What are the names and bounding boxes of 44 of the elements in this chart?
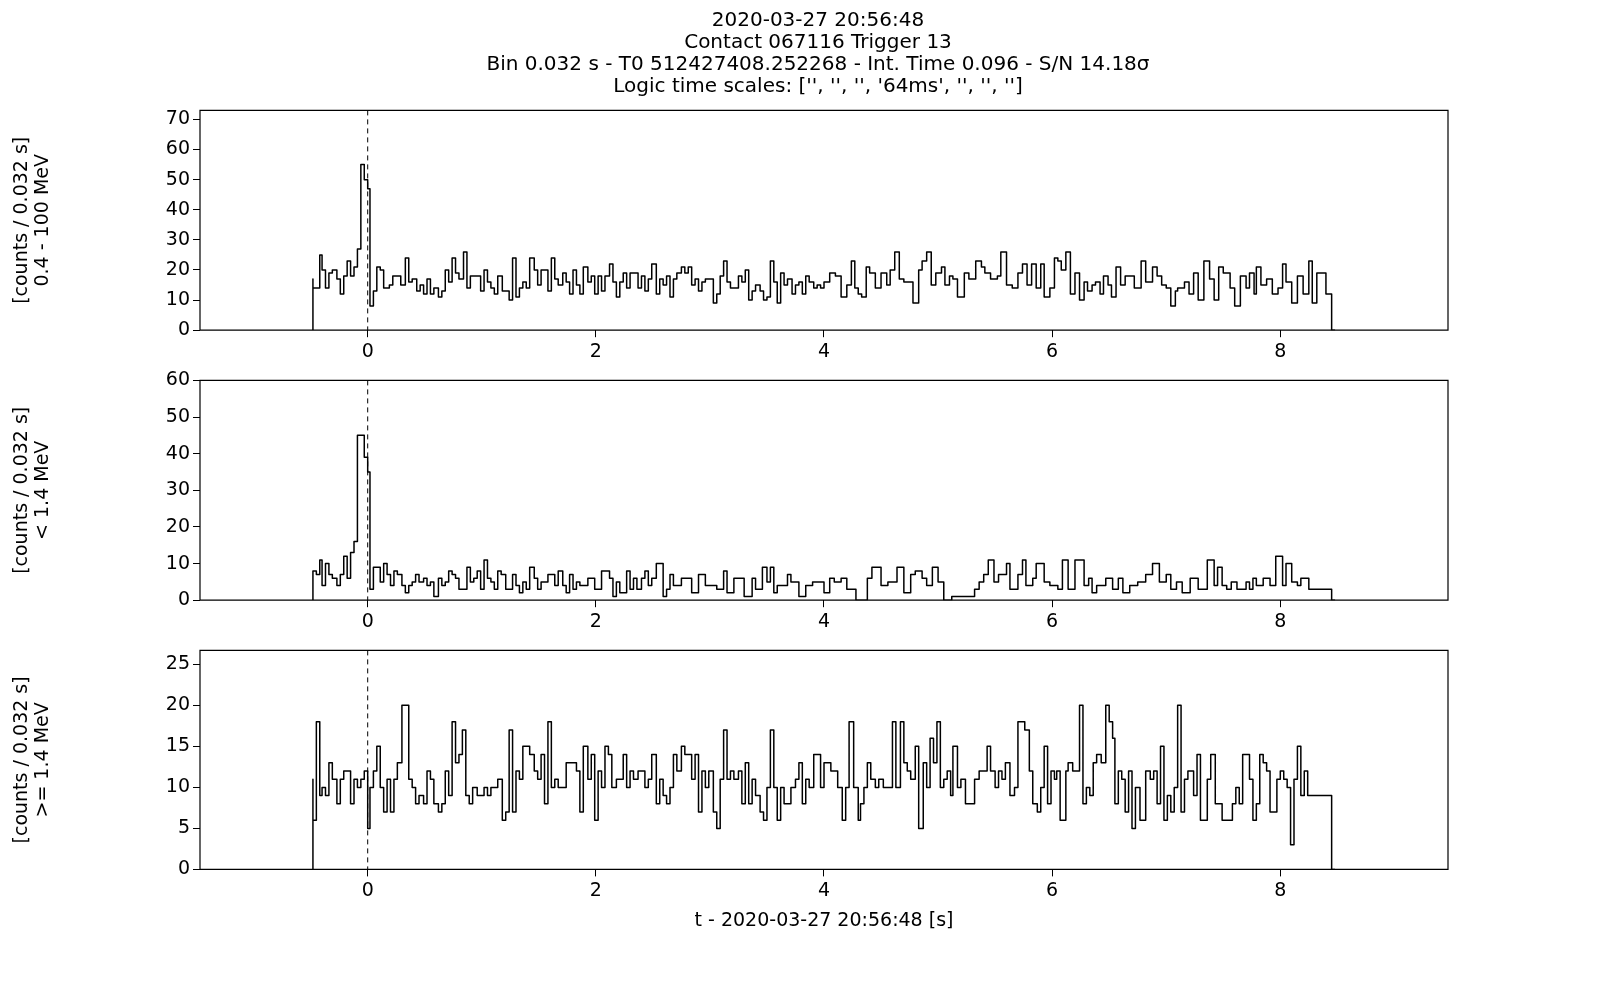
y-tick-label: 30 <box>165 477 190 500</box>
x-tick-label: 0 <box>361 338 374 361</box>
y-tick-label: 50 <box>165 403 190 426</box>
x-tick-label: 6 <box>1046 877 1059 900</box>
y-tick-label: 60 <box>165 367 190 390</box>
y-tick-label: 70 <box>165 106 190 129</box>
y-tick-label: 20 <box>165 692 190 715</box>
chart-subtitle: Contact 067116 Trigger 13 <box>683 29 953 53</box>
y-tick-label: 5 <box>177 815 190 838</box>
y-tick-label: 0 <box>177 856 190 879</box>
x-tick-label: 2 <box>589 338 602 361</box>
y-tick-label: 20 <box>165 256 190 279</box>
y-tick-label: 40 <box>165 440 190 463</box>
y-tick-label: 60 <box>165 136 190 159</box>
x-tick-label: 2 <box>589 877 602 900</box>
x-tick-label: 6 <box>1046 608 1059 631</box>
x-tick-label: 4 <box>817 608 831 631</box>
x-tick-label: 0 <box>361 608 374 631</box>
y-tick-label: 20 <box>165 513 190 536</box>
y-tick-label: 25 <box>165 651 190 674</box>
y-axis-title: [counts / 0.032 s] 0.4 - 100 MeV <box>9 136 53 304</box>
x-tick-label: 8 <box>1274 608 1287 631</box>
y-axis-title: [counts / 0.032 s] < 1.4 MeV <box>9 406 53 574</box>
y-tick-label: 10 <box>165 774 190 797</box>
x-axis-title: t - 2020-03-27 20:56:48 [s] <box>694 907 954 930</box>
y-tick-label: 10 <box>165 287 190 310</box>
y-tick-label: 0 <box>177 587 190 610</box>
y-axis-title: [counts / 0.032 s] >= 1.4 MeV <box>9 676 53 844</box>
x-tick-label: 8 <box>1274 877 1287 900</box>
y-tick-label: 50 <box>165 166 190 189</box>
y-tick-label: 10 <box>165 550 190 573</box>
y-tick-label: 40 <box>165 196 190 219</box>
x-tick-label: 8 <box>1274 338 1287 361</box>
chart-title: 2020-03-27 20:56:48 <box>710 7 926 31</box>
y-tick-label: 0 <box>177 317 190 340</box>
text: Bin 0.032 s - T0 512427408.252268 - Int. Time 0.096 - S/N 14.18σ <box>485 51 1151 75</box>
x-tick-label: 4 <box>817 877 831 900</box>
x-tick-label: 4 <box>817 338 831 361</box>
x-tick-label: 6 <box>1046 338 1059 361</box>
y-tick-label: 30 <box>165 226 190 249</box>
text: Logic time scales: ['', '', '', '64ms', '', '', ''] <box>612 73 1024 97</box>
x-tick-label: 0 <box>361 877 374 900</box>
x-tick-label: 2 <box>589 608 602 631</box>
y-tick-label: 15 <box>165 733 190 756</box>
